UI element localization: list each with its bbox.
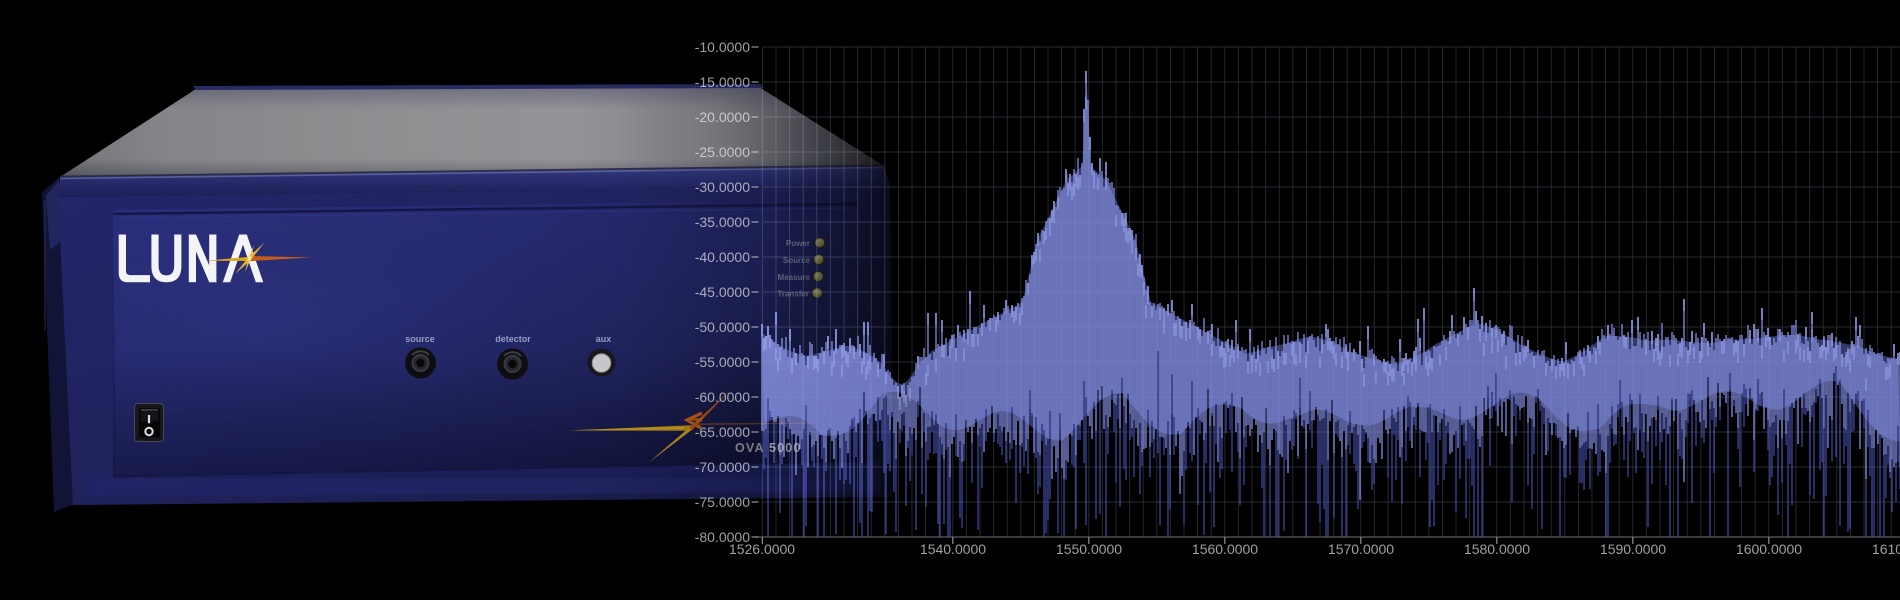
svg-text:Power: Power	[786, 239, 810, 248]
svg-text:-30.0000: -30.0000	[695, 179, 750, 195]
svg-text:1526.0000: 1526.0000	[729, 541, 795, 557]
svg-text:1570.0000: 1570.0000	[1328, 541, 1394, 557]
svg-text:-65.0000: -65.0000	[695, 424, 750, 440]
svg-text:aux: aux	[596, 334, 612, 344]
svg-text:-70.0000: -70.0000	[695, 459, 750, 475]
svg-text:-50.0000: -50.0000	[695, 319, 750, 335]
svg-text:-55.0000: -55.0000	[695, 354, 750, 370]
svg-text:detector: detector	[495, 334, 531, 344]
svg-text:source: source	[405, 334, 435, 344]
svg-text:-75.0000: -75.0000	[695, 494, 750, 510]
svg-text:1590.0000: 1590.0000	[1600, 541, 1666, 557]
svg-text:1580.0000: 1580.0000	[1464, 541, 1530, 557]
svg-text:-10.0000: -10.0000	[695, 39, 750, 55]
svg-text:1610.0000: 1610.0000	[1872, 541, 1900, 557]
svg-text:-40.0000: -40.0000	[695, 249, 750, 265]
svg-text:1540.0000: 1540.0000	[920, 541, 986, 557]
svg-text:1600.0000: 1600.0000	[1736, 541, 1802, 557]
svg-text:1560.0000: 1560.0000	[1192, 541, 1258, 557]
svg-text:-45.0000: -45.0000	[695, 284, 750, 300]
svg-text:-35.0000: -35.0000	[695, 214, 750, 230]
svg-text:1550.0000: 1550.0000	[1056, 541, 1122, 557]
svg-text:Source: Source	[783, 256, 811, 265]
svg-text:-25.0000: -25.0000	[695, 144, 750, 160]
svg-text:-20.0000: -20.0000	[695, 109, 750, 125]
svg-text:-15.0000: -15.0000	[695, 74, 750, 90]
svg-text:Measure: Measure	[778, 273, 811, 282]
svg-text:-80.0000: -80.0000	[695, 529, 750, 545]
svg-text:Transfer: Transfer	[777, 290, 809, 299]
svg-text:-60.0000: -60.0000	[695, 389, 750, 405]
